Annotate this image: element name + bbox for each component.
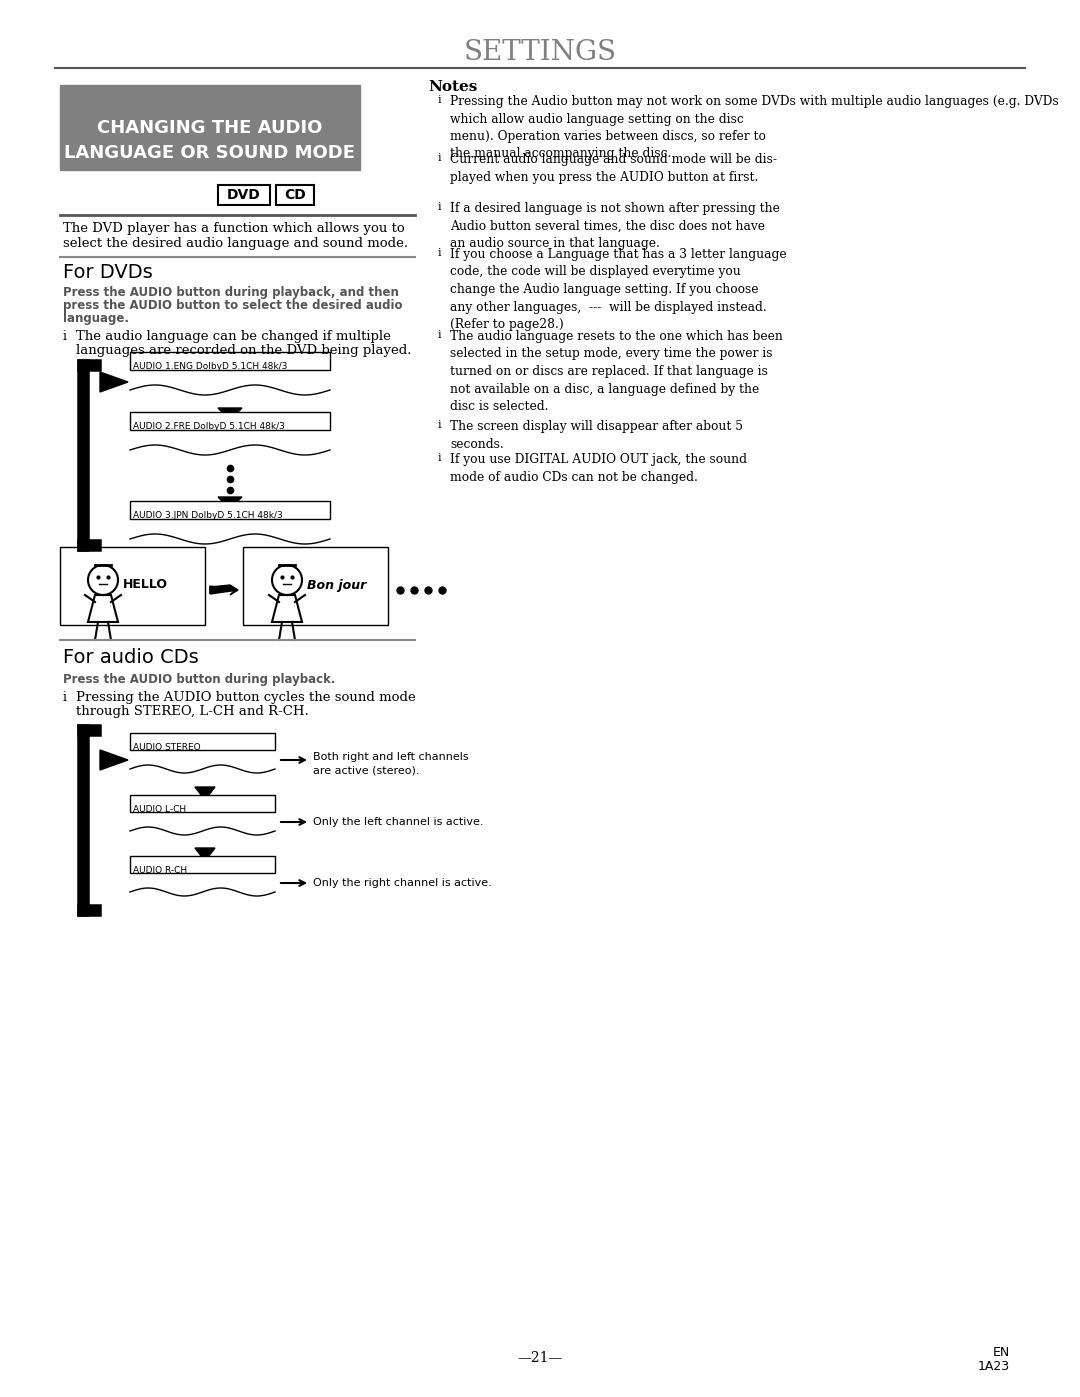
Polygon shape [195, 787, 215, 800]
Text: 1A23: 1A23 [977, 1359, 1010, 1372]
Text: i: i [63, 692, 67, 704]
Bar [60, 548, 205, 624]
Text: press the AUDIO button to select the desired audio: press the AUDIO button to select the des… [63, 299, 403, 312]
Text: i: i [438, 203, 442, 212]
Text: —21—: —21— [517, 1351, 563, 1365]
Text: i: i [438, 154, 442, 163]
Bar [243, 548, 388, 624]
Text: Press the AUDIO button during playback.: Press the AUDIO button during playback. [63, 673, 336, 686]
Text: Only the right channel is active.: Only the right channel is active. [313, 877, 491, 888]
Bar [130, 502, 330, 520]
Text: i: i [438, 95, 442, 105]
Text: Both right and left channels
are active (stereo).: Both right and left channels are active … [313, 752, 469, 775]
Text: Bon jour: Bon jour [307, 578, 366, 591]
Text: The screen display will disappear after about 5
seconds.: The screen display will disappear after … [450, 420, 743, 450]
Text: Press the AUDIO button during playback, and then: Press the AUDIO button during playback, … [63, 286, 399, 299]
Polygon shape [100, 750, 129, 770]
Text: AUDIO 1.ENG DolbyD 5.1CH 48k/3: AUDIO 1.ENG DolbyD 5.1CH 48k/3 [133, 362, 287, 372]
Circle shape [272, 564, 302, 595]
Text: AUDIO L-CH: AUDIO L-CH [133, 805, 186, 814]
Text: i: i [63, 330, 67, 344]
Bar [130, 412, 330, 430]
Polygon shape [210, 585, 238, 594]
Bar [276, 184, 314, 205]
Text: Pressing the Audio button may not work on some DVDs with multiple audio language: Pressing the Audio button may not work o… [450, 95, 1058, 161]
Polygon shape [195, 848, 215, 861]
Text: Notes: Notes [428, 80, 477, 94]
Text: AUDIO R-CH: AUDIO R-CH [133, 866, 187, 875]
Text: AUDIO 3.JPN DolbyD 5.1CH 48k/3: AUDIO 3.JPN DolbyD 5.1CH 48k/3 [133, 511, 283, 520]
Circle shape [87, 564, 118, 595]
Bar [60, 85, 360, 170]
Text: The DVD player has a function which allows you to: The DVD player has a function which allo… [63, 222, 405, 235]
Text: CD: CD [284, 189, 306, 203]
Text: LANGUAGE OR SOUND MODE: LANGUAGE OR SOUND MODE [65, 144, 355, 162]
Bar [130, 795, 275, 812]
Polygon shape [218, 497, 242, 509]
Text: Pressing the AUDIO button cycles the sound mode: Pressing the AUDIO button cycles the sou… [76, 692, 416, 704]
Text: AUDIO 2.FRE DolbyD 5.1CH 48k/3: AUDIO 2.FRE DolbyD 5.1CH 48k/3 [133, 422, 285, 432]
Text: CHANGING THE AUDIO: CHANGING THE AUDIO [97, 119, 323, 137]
Text: The audio language resets to the one which has been
selected in the setup mode, : The audio language resets to the one whi… [450, 330, 783, 414]
Text: i: i [438, 453, 442, 462]
Text: If a desired language is not shown after pressing the
Audio button several times: If a desired language is not shown after… [450, 203, 780, 250]
Text: language.: language. [63, 312, 129, 326]
Text: i: i [438, 249, 442, 258]
Text: For DVDs: For DVDs [63, 263, 152, 282]
Polygon shape [218, 408, 242, 420]
Text: HELLO: HELLO [123, 578, 168, 591]
Text: i: i [438, 420, 442, 430]
Text: If you choose a Language that has a 3 letter language
code, the code will be dis: If you choose a Language that has a 3 le… [450, 249, 786, 331]
Text: DVD: DVD [227, 189, 261, 203]
Text: AUDIO STEREO: AUDIO STEREO [133, 743, 201, 752]
Polygon shape [210, 585, 238, 595]
Bar [130, 856, 275, 873]
Text: EN: EN [993, 1345, 1010, 1358]
Bar [218, 184, 270, 205]
Text: languages are recorded on the DVD being played.: languages are recorded on the DVD being … [76, 344, 411, 358]
Text: For audio CDs: For audio CDs [63, 648, 199, 666]
Text: i: i [438, 330, 442, 339]
Text: SETTINGS: SETTINGS [463, 39, 617, 66]
Bar [130, 352, 330, 370]
Text: The audio language can be changed if multiple: The audio language can be changed if mul… [76, 330, 391, 344]
Text: select the desired audio language and sound mode.: select the desired audio language and so… [63, 237, 408, 250]
Text: If you use DIGITAL AUDIO OUT jack, the sound
mode of audio CDs can not be change: If you use DIGITAL AUDIO OUT jack, the s… [450, 453, 747, 483]
Polygon shape [100, 372, 129, 393]
Bar [130, 733, 275, 750]
Text: Only the left channel is active.: Only the left channel is active. [313, 817, 484, 827]
Text: through STEREO, L-CH and R-CH.: through STEREO, L-CH and R-CH. [76, 705, 309, 718]
Text: Current audio language and sound mode will be dis-
played when you press the AUD: Current audio language and sound mode wi… [450, 154, 777, 183]
